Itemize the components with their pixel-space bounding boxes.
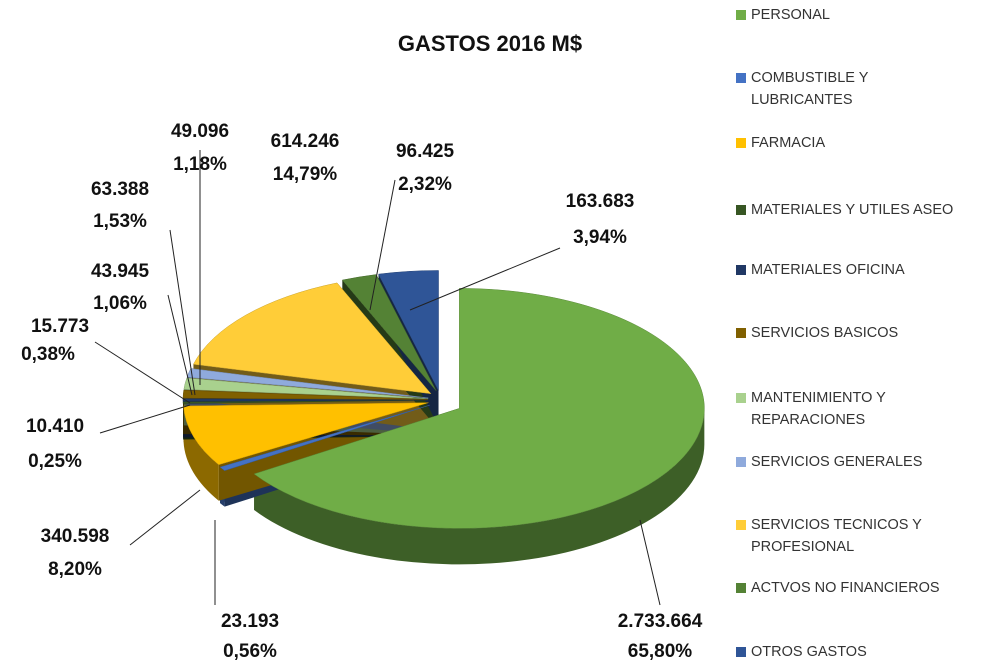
percent-label: 8,20% xyxy=(48,559,102,580)
legend-label: OTROS GASTOS xyxy=(751,644,867,660)
legend-label: SERVICIOS TECNICOS Y PROFESIONAL xyxy=(751,517,922,555)
legend-item: SERVICIOS TECNICOS Y PROFESIONAL xyxy=(736,514,976,558)
percent-label: 0,38% xyxy=(21,344,75,365)
slice-tops xyxy=(182,270,705,529)
slice xyxy=(253,288,705,529)
percent-label: 65,80% xyxy=(628,641,693,662)
leader-line xyxy=(639,519,661,606)
slice xyxy=(341,274,437,392)
legend-label: MATERIALES OFICINA xyxy=(751,262,905,278)
legend-item: FARMACIA xyxy=(736,132,976,154)
legend-label: COMBUSTIBLE Y LUBRICANTES xyxy=(751,70,869,108)
data-label: 163.683 xyxy=(566,191,635,212)
percent-label: 0,56% xyxy=(223,641,277,662)
leader-line xyxy=(99,404,191,434)
legend-swatch xyxy=(736,457,746,467)
legend-item: MANTENIMIENTO Y REPARACIONES xyxy=(736,387,976,431)
leader-line xyxy=(167,294,193,396)
data-label: 2.733.664 xyxy=(618,611,703,632)
percent-label: 1,18% xyxy=(173,154,227,175)
legend-label: SERVICIOS BASICOS xyxy=(751,325,899,341)
leader-line xyxy=(129,489,201,546)
slice xyxy=(183,377,429,400)
percent-label: 3,94% xyxy=(573,227,627,248)
legend-item: OTROS GASTOS xyxy=(736,641,976,663)
percent-label: 1,53% xyxy=(93,211,147,232)
slice-wall xyxy=(254,408,705,565)
data-label: 10.410 xyxy=(26,416,84,437)
percent-label: 14,79% xyxy=(273,164,338,185)
legend-swatch xyxy=(736,647,746,657)
legend-item: MATERIALES OFICINA xyxy=(736,259,976,281)
slice-wall xyxy=(183,406,219,501)
legend-swatch xyxy=(736,265,746,275)
legend-item: ACTVOS NO FINANCIEROS xyxy=(736,577,976,599)
data-label: 15.773 xyxy=(31,316,89,337)
legend-label: MANTENIMIENTO Y REPARACIONES xyxy=(751,390,886,428)
legend-swatch xyxy=(736,205,746,215)
slice xyxy=(183,402,429,465)
legend-label: SERVICIOS GENERALES xyxy=(751,454,923,470)
data-label: 96.425 xyxy=(396,141,455,162)
percent-label: 1,06% xyxy=(93,293,147,314)
data-label: 23.193 xyxy=(221,611,279,632)
leader-line xyxy=(169,229,196,396)
leader-line xyxy=(409,247,561,311)
legend-swatch xyxy=(736,520,746,530)
legend-item: MATERIALES Y UTILES ASEO xyxy=(736,199,976,221)
data-label: 49.096 xyxy=(171,121,229,142)
legend-swatch xyxy=(736,393,746,403)
data-label: 340.598 xyxy=(41,526,110,547)
legend-label: ACTVOS NO FINANCIEROS xyxy=(751,580,940,596)
legend-label: FARMACIA xyxy=(751,135,826,151)
legend-item: PERSONAL xyxy=(736,4,976,26)
legend-swatch xyxy=(736,328,746,338)
legend-label: PERSONAL xyxy=(751,7,830,23)
slice xyxy=(378,270,439,391)
chart-title: GASTOS 2016 M$ xyxy=(398,31,582,56)
legend-item: COMBUSTIBLE Y LUBRICANTES xyxy=(736,67,976,111)
legend-label: MATERIALES Y UTILES ASEO xyxy=(751,202,954,218)
legend-swatch xyxy=(736,10,746,20)
legend-swatch xyxy=(736,583,746,593)
legend-item: SERVICIOS BASICOS xyxy=(736,322,976,344)
legend-swatch xyxy=(736,138,746,148)
leader-line xyxy=(94,341,191,404)
data-label: 614.246 xyxy=(271,131,340,152)
legend-item: SERVICIOS GENERALES xyxy=(736,451,976,473)
slice xyxy=(219,404,430,471)
data-label: 43.945 xyxy=(91,261,150,282)
legend-swatch xyxy=(736,73,746,83)
leader-line xyxy=(369,179,396,311)
data-label: 63.388 xyxy=(91,179,149,200)
percent-label: 2,32% xyxy=(398,174,452,195)
percent-label: 0,25% xyxy=(28,451,82,472)
